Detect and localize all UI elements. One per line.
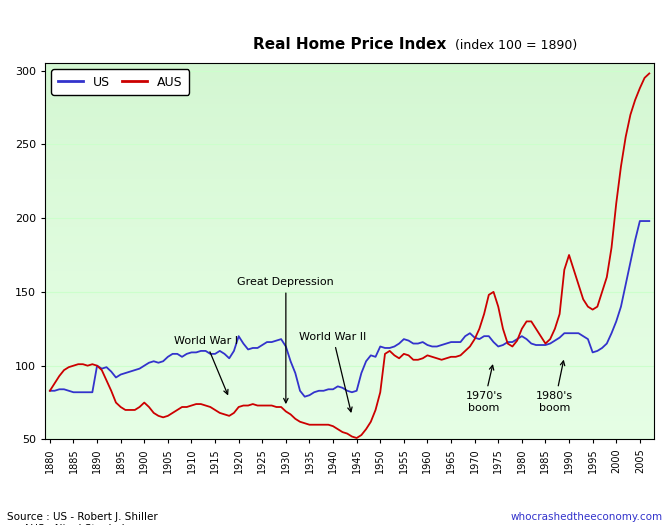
Text: 1980's
boom: 1980's boom <box>537 361 573 413</box>
Legend: US, AUS: US, AUS <box>52 69 189 95</box>
Text: AUS - Nigel Stapledon: AUS - Nigel Stapledon <box>7 524 137 525</box>
Text: whocrashedtheeconomy.com: whocrashedtheeconomy.com <box>510 512 662 522</box>
Text: World War II: World War II <box>300 332 367 412</box>
Text: Great Depression: Great Depression <box>237 277 334 403</box>
Text: (index 100 = 1890): (index 100 = 1890) <box>451 39 577 52</box>
Text: Real Home Price Index: Real Home Price Index <box>253 37 446 52</box>
Text: 1970's
boom: 1970's boom <box>466 365 502 413</box>
Text: World War I: World War I <box>174 337 237 394</box>
Text: Source : US - Robert J. Shiller: Source : US - Robert J. Shiller <box>7 512 157 522</box>
